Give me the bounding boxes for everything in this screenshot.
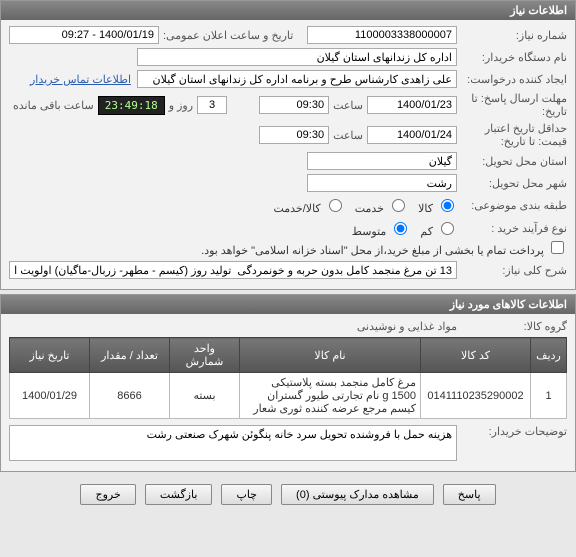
cell-code: 0141110235290002	[421, 373, 531, 419]
group-value: مواد غذایی و نوشیدنی	[357, 320, 457, 333]
province-field[interactable]	[307, 152, 457, 170]
contact-link[interactable]: اطلاعات تماس خریدار	[30, 73, 131, 86]
deadline-reply-date[interactable]	[367, 96, 457, 114]
need-info-body: شماره نیاز: تاریخ و ساعت اعلان عمومی: نا…	[1, 20, 575, 289]
cat-service-text: خدمت	[355, 203, 384, 215]
goods-info-header: اطلاعات کالاهای مورد نیاز	[1, 295, 575, 314]
summary-label: شرح کلی نیاز:	[457, 264, 567, 277]
need-no-label: شماره نیاز:	[457, 29, 567, 42]
buy-low-text: کم	[420, 226, 433, 238]
countdown-timer: 23:49:18	[98, 96, 165, 115]
cat-goods-service-radio[interactable]: کالا/خدمت	[273, 196, 344, 215]
reply-button[interactable]: پاسخ	[443, 484, 496, 505]
cat-goods-radio[interactable]: کالا	[418, 196, 457, 215]
buy-low-radio[interactable]: کم	[420, 219, 457, 238]
goods-info-body: گروه کالا: مواد غذایی و نوشیدنی ردیف کد …	[1, 314, 575, 471]
city-field[interactable]	[307, 174, 457, 192]
deadline-reply-label: مهلت ارسال پاسخ: تا تاریخ:	[457, 92, 567, 118]
buy-mid-text: متوسط	[352, 226, 387, 238]
group-label: گروه کالا:	[457, 320, 567, 333]
creator-field[interactable]	[137, 70, 457, 88]
min-valid-date[interactable]	[367, 126, 457, 144]
partial-pay-checkbox[interactable]: پرداخت تمام یا بخشی از مبلغ خرید،از محل …	[201, 238, 567, 257]
col-unit: واحد شمارش	[170, 338, 240, 373]
cell-row: 1	[531, 373, 567, 419]
remaining-days	[197, 96, 227, 114]
buyer-org-field[interactable]	[137, 48, 457, 66]
cat-goods-text: کالا	[418, 203, 433, 215]
table-row[interactable]: 1 0141110235290002 مرغ کامل منجمد بسته پ…	[10, 373, 567, 419]
buyer-org-label: نام دستگاه خریدار:	[457, 51, 567, 64]
need-info-panel: اطلاعات نیاز شماره نیاز: تاریخ و ساعت اع…	[0, 0, 576, 290]
min-valid-time[interactable]	[259, 126, 329, 144]
cat-gs-text: کالا/خدمت	[273, 203, 320, 215]
deadline-reply-time[interactable]	[259, 96, 329, 114]
min-valid-label: حداقل تاریخ اعتبار قیمت: تا تاریخ:	[457, 122, 567, 148]
remaining-label: ساعت باقی مانده	[9, 99, 98, 112]
buyer-notes-label: توضیحات خریدار:	[457, 425, 567, 438]
col-name: نام کالا	[240, 338, 421, 373]
col-date: تاریخ نیاز	[10, 338, 90, 373]
col-qty: تعداد / مقدار	[90, 338, 170, 373]
need-no-field[interactable]	[307, 26, 457, 44]
cell-qty: 8666	[90, 373, 170, 419]
days-label: روز و	[165, 99, 197, 112]
province-label: استان محل تحویل:	[457, 155, 567, 168]
buy-type-label: نوع فرآیند خرید :	[457, 222, 567, 235]
goods-info-panel: اطلاعات کالاهای مورد نیاز گروه کالا: موا…	[0, 294, 576, 472]
col-row: ردیف	[531, 338, 567, 373]
category-label: طبقه بندی موضوعی:	[457, 199, 567, 212]
city-label: شهر محل تحویل:	[457, 177, 567, 190]
cell-name: مرغ کامل منجمد بسته پلاستیکی 1500 g نام …	[240, 373, 421, 419]
time-label-2: ساعت	[329, 129, 367, 142]
time-label-1: ساعت	[329, 99, 367, 112]
announce-field[interactable]	[9, 26, 159, 44]
exit-button[interactable]: خروج	[80, 484, 135, 505]
attachments-button[interactable]: مشاهده مدارک پیوستی (0)	[281, 484, 434, 505]
creator-label: ایجاد کننده درخواست:	[457, 73, 567, 86]
need-info-header: اطلاعات نیاز	[1, 1, 575, 20]
print-button[interactable]: چاپ	[221, 484, 272, 505]
goods-table: ردیف کد کالا نام کالا واحد شمارش تعداد /…	[9, 337, 567, 419]
goods-table-header-row: ردیف کد کالا نام کالا واحد شمارش تعداد /…	[10, 338, 567, 373]
buyer-notes-field[interactable]	[9, 425, 457, 461]
col-code: کد کالا	[421, 338, 531, 373]
cat-service-radio[interactable]: خدمت	[355, 196, 408, 215]
cell-unit: بسته	[170, 373, 240, 419]
buy-mid-radio[interactable]: متوسط	[352, 219, 411, 238]
back-button[interactable]: بازگشت	[145, 484, 213, 505]
footer-buttons: پاسخ مشاهده مدارک پیوستی (0) چاپ بازگشت …	[0, 476, 576, 513]
partial-pay-text: پرداخت تمام یا بخشی از مبلغ خرید،از محل …	[201, 245, 544, 257]
summary-field[interactable]	[9, 261, 457, 279]
cell-date: 1400/01/29	[10, 373, 90, 419]
announce-label: تاریخ و ساعت اعلان عمومی:	[159, 29, 297, 42]
